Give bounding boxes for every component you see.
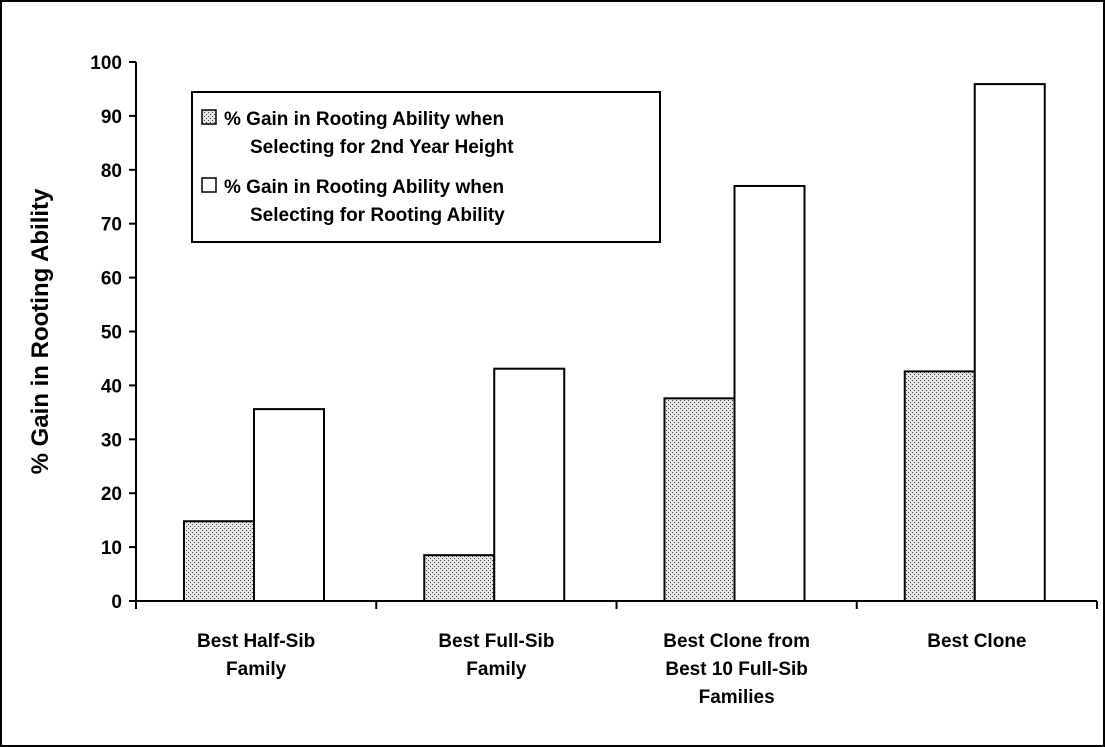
bar-rooting-selection <box>733 184 806 602</box>
bar-height-selection <box>903 370 976 602</box>
bar-height-selection <box>663 397 736 602</box>
y-tick-label: 30 <box>101 430 122 451</box>
legend-entry: % Gain in Rooting Ability when Selecting … <box>224 177 505 226</box>
y-tick-label: 100 <box>90 53 122 74</box>
y-tick-label: 0 <box>111 592 122 613</box>
x-category-label: Best Half-Sib Family <box>197 631 315 680</box>
y-tick-label: 80 <box>101 161 122 182</box>
bar-height-selection <box>423 554 496 602</box>
y-tick-label: 20 <box>101 484 122 505</box>
x-category-label: Best Full-Sib Family <box>438 631 554 680</box>
x-category-label-line: Best 10 Full-Sib <box>665 659 808 680</box>
legend-entry-line: % Gain in Rooting Ability when <box>224 109 504 130</box>
x-category-label-line: Family <box>466 659 527 680</box>
legend-box <box>191 91 661 243</box>
y-tick-label: 60 <box>101 269 122 290</box>
y-tick-label: 40 <box>101 376 122 397</box>
bar-height-selection <box>183 520 255 603</box>
x-category-label-line: Best Clone from <box>663 631 810 652</box>
x-category-label: Best Clone from Best 10 Full-Sib Families <box>663 631 810 708</box>
x-category-label-line: Family <box>226 659 287 680</box>
bar-rooting-selection <box>973 83 1046 602</box>
bar-rooting-selection <box>253 408 325 602</box>
y-tick-label: 70 <box>101 215 122 236</box>
legend-swatch <box>201 109 217 125</box>
legend-swatch <box>201 177 217 193</box>
x-category-label-line: Best Full-Sib <box>438 631 554 652</box>
y-tick-label: 10 <box>101 538 122 559</box>
bar-rooting-selection <box>493 367 566 603</box>
legend-entry-line: Selecting for 2nd Year Height <box>250 137 514 158</box>
x-category-label-line: Families <box>699 687 775 708</box>
y-tick-label: 90 <box>101 107 122 128</box>
y-axis-title: % Gain in Rooting Ability <box>27 188 54 474</box>
legend-entry-line: % Gain in Rooting Ability when <box>224 177 504 198</box>
x-category-label-line: Best Half-Sib <box>197 631 315 652</box>
legend-entry-line: Selecting for Rooting Ability <box>250 205 505 226</box>
y-tick-label: 50 <box>101 323 122 344</box>
legend-entry: % Gain in Rooting Ability when Selecting … <box>224 109 514 158</box>
x-category-label: Best Clone <box>927 631 1026 652</box>
x-category-label-line: Best Clone <box>927 631 1026 652</box>
